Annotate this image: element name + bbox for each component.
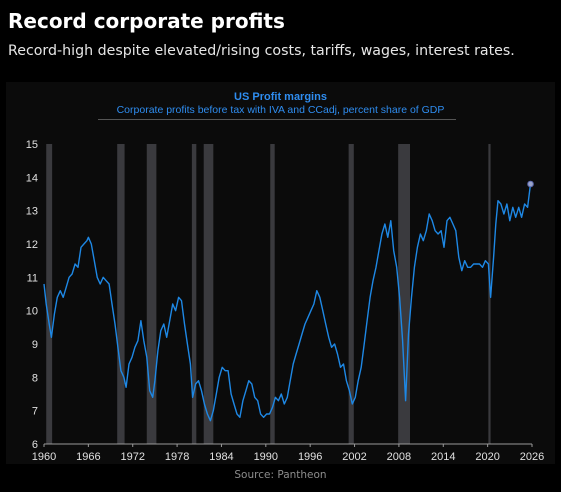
profit-margin-chart: 6 7 8 9 10 11 12 13 14 15 1960 1966 1972 1978 1984 1990…	[26, 139, 544, 463]
x-tick-label-2014: 2014	[431, 451, 455, 463]
x-tick-label-1996: 1996	[298, 451, 322, 463]
y-tick-label-11: 11	[27, 272, 38, 284]
page-subheadline: Record-high despite elevated/rising cost…	[8, 43, 515, 59]
recession-band-5	[270, 144, 275, 444]
x-tick-label-1984: 1984	[209, 451, 233, 463]
y-tick-label-9: 9	[32, 339, 38, 351]
y-tick-label-12: 12	[26, 239, 38, 251]
x-tick-label-2002: 2002	[342, 451, 366, 463]
y-tick-label-6: 6	[32, 439, 38, 451]
recession-band-7	[398, 144, 410, 444]
x-tick-label-2008: 2008	[387, 451, 411, 463]
chart-subtitle: Corporate profits before tax with IVA an…	[116, 104, 445, 116]
recession-band-1	[117, 144, 125, 444]
title-divider	[98, 119, 456, 120]
x-tick-label-1990: 1990	[254, 451, 278, 463]
x-tick-label-2026: 2026	[520, 451, 544, 463]
y-tick-label-10: 10	[26, 306, 38, 318]
recession-band-6	[348, 144, 354, 444]
chart-panel: 6 7 8 9 10 11 12 13 14 15 1960 1966 1972 1978 1984 1990…	[6, 82, 555, 464]
x-tick-label-1966: 1966	[76, 451, 100, 463]
x-tick-label-1972: 1972	[120, 451, 144, 463]
chart-title: US Profit margins	[234, 91, 327, 103]
source-note: Source: Pantheon	[234, 469, 327, 481]
y-tick-label-14: 14	[26, 172, 38, 184]
page-headline: Record corporate profits	[8, 9, 285, 33]
recession-band-0	[46, 144, 53, 444]
y-tick-label-7: 7	[32, 406, 38, 418]
recession-band-4	[203, 144, 214, 444]
y-tick-label-8: 8	[32, 372, 38, 384]
recession-bands	[46, 144, 491, 444]
chart-axes: 6 7 8 9 10 11 12 13 14 15 1960 1966 1972 1978 1984 1990…	[26, 139, 544, 463]
series-line-0	[43, 183, 532, 422]
y-tick-label-15: 15	[26, 139, 38, 151]
latest-value-point	[527, 180, 534, 188]
x-tick-label-1960: 1960	[32, 451, 56, 463]
recession-band-8	[488, 144, 491, 444]
x-tick-label-1978: 1978	[165, 451, 189, 463]
x-tick-label-2020: 2020	[475, 451, 499, 463]
recession-band-3	[191, 144, 197, 444]
y-tick-label-13: 13	[26, 206, 38, 218]
chart-series	[43, 180, 534, 422]
recession-band-2	[146, 144, 157, 444]
